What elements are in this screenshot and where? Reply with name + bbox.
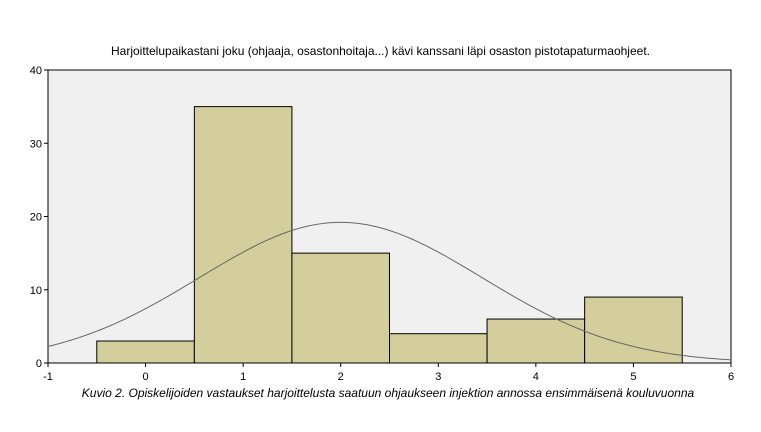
y-tick-label-0: 0 <box>36 358 42 370</box>
chart-caption: Kuvio 2. Opiskelijoiden vastaukset harjo… <box>81 386 695 400</box>
x-tick-label-0: 0 <box>143 371 149 383</box>
chart-title: Harjoittelupaikastani joku (ohjaaja, osa… <box>111 44 650 58</box>
x-tick-label-6: 6 <box>728 371 734 383</box>
x-tick-label--1: -1 <box>43 371 53 383</box>
bar-0 <box>96 340 195 364</box>
x-tick-label-3: 3 <box>435 371 441 383</box>
y-tick-label-20: 20 <box>30 212 42 224</box>
y-tick-label-30: 30 <box>30 138 42 150</box>
bar-2 <box>291 252 390 364</box>
normal-curve <box>47 221 732 361</box>
x-tick-label-2: 2 <box>338 371 344 383</box>
bars-group <box>96 106 683 364</box>
x-axis: -1 0 1 2 3 4 5 6 <box>43 363 734 383</box>
x-tick-label-4: 4 <box>533 371 539 383</box>
x-tick-label-1: 1 <box>240 371 246 383</box>
x-tick-label-5: 5 <box>630 371 636 383</box>
y-axis: 0 10 20 30 40 <box>30 65 48 370</box>
y-tick-label-40: 40 <box>30 65 42 77</box>
bar-1 <box>193 106 293 364</box>
y-tick-label-10: 10 <box>30 285 42 297</box>
bar-3 <box>389 333 488 364</box>
